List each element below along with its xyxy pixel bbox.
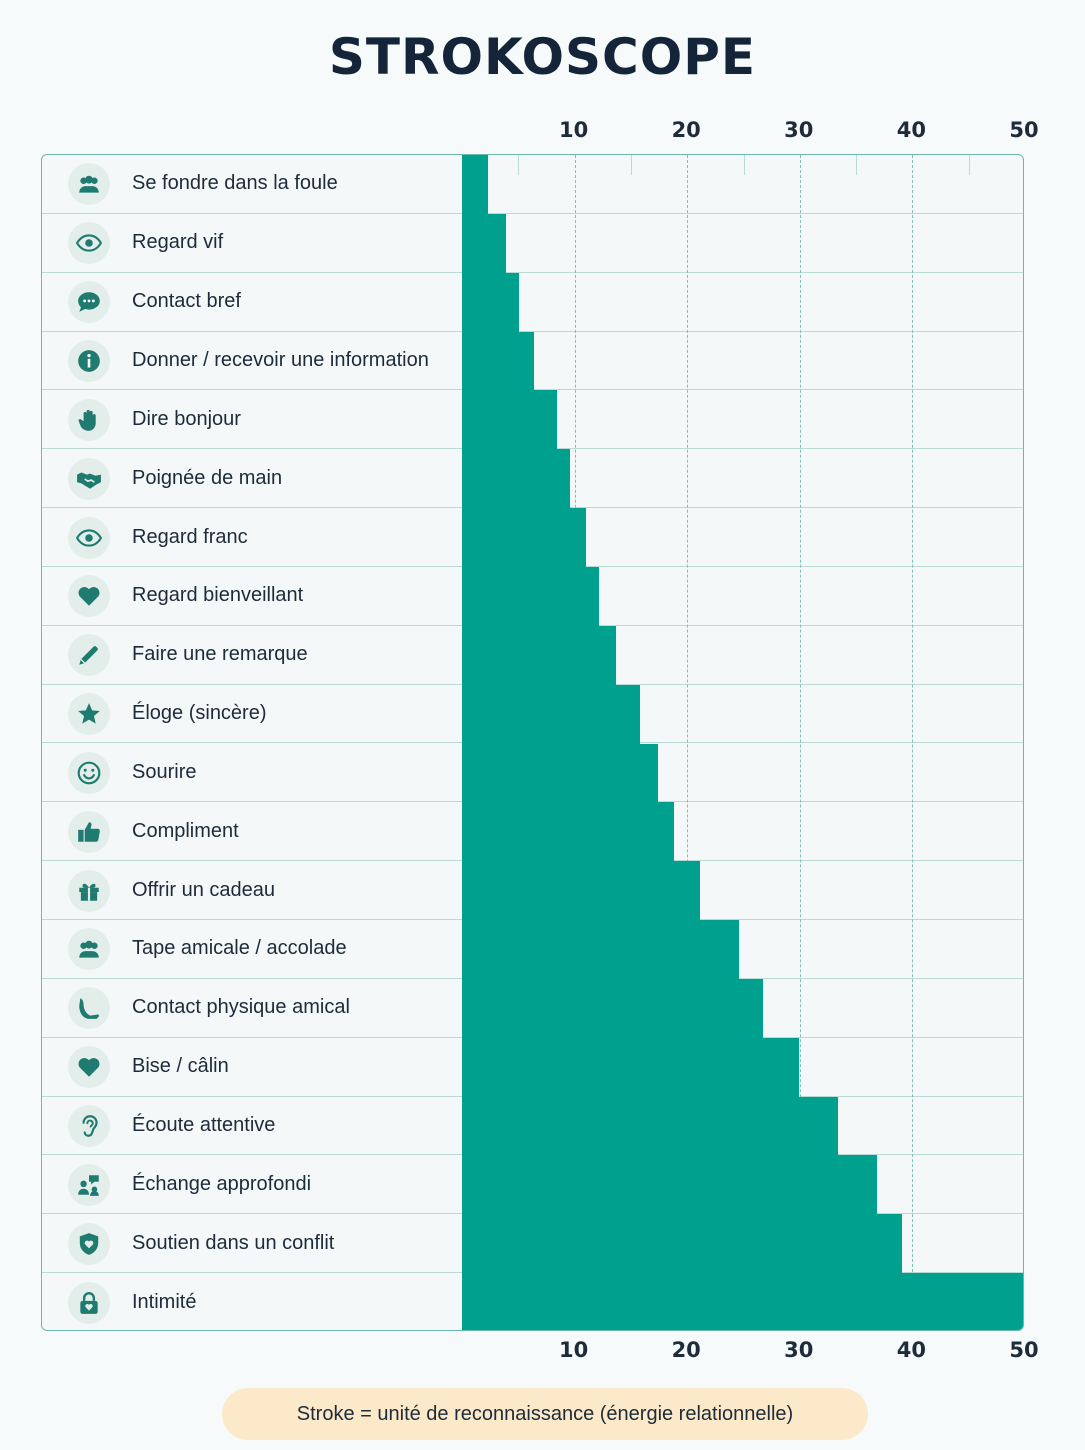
- bar: [462, 625, 617, 686]
- category-label: Poignée de main: [132, 466, 283, 489]
- pencil-icon: [68, 634, 110, 677]
- bar: [462, 743, 658, 803]
- category-label: Échange approfondi: [132, 1172, 312, 1195]
- bar: [462, 1273, 1023, 1330]
- chart-frame: Se fondre dans la foule Regard vif Contact…: [41, 154, 1024, 1331]
- category-label: Soutien dans un conflit: [132, 1231, 335, 1254]
- grid-line: [687, 155, 689, 1330]
- x-tick-label: 10: [558, 118, 589, 142]
- minor-tick: [856, 155, 858, 175]
- bar: [462, 331, 535, 391]
- x-tick-label: 20: [671, 1338, 701, 1362]
- smile-icon: [68, 751, 110, 794]
- bar: [462, 155, 488, 215]
- bar: [462, 861, 700, 921]
- category-label: Sourire: [132, 760, 197, 783]
- bar: [462, 920, 739, 980]
- category-label: Compliment: [132, 819, 239, 842]
- table-row: Se fondre dans la foule: [42, 155, 1023, 214]
- bar: [462, 566, 600, 627]
- bar: [462, 508, 586, 568]
- minor-tick: [743, 155, 745, 175]
- heart-icon: [68, 1046, 110, 1089]
- category-label: Éloge (sincère): [132, 702, 267, 725]
- table-row: Intimité: [42, 1273, 1023, 1330]
- x-tick-label: 40: [896, 118, 927, 142]
- legend-note: Stroke = unité de reconnaissance (énergi…: [222, 1388, 868, 1440]
- group-icon: [68, 163, 110, 206]
- bar: [462, 978, 763, 1039]
- bar: [462, 1155, 878, 1215]
- page-title: STROKOSCOPE: [328, 28, 757, 86]
- category-label: Faire une remarque: [132, 643, 308, 666]
- handshake-icon: [68, 457, 110, 500]
- category-label: Regard vif: [132, 231, 224, 254]
- table-row: Contact bref: [42, 273, 1023, 332]
- category-label: Intimité: [132, 1290, 197, 1313]
- minor-tick: [518, 155, 520, 175]
- thumbs-up-icon: [68, 810, 110, 853]
- conversation-icon: [68, 1163, 110, 1206]
- star-icon: [68, 693, 110, 736]
- eye-icon: [68, 222, 110, 265]
- table-row: Regard vif: [42, 214, 1023, 273]
- bar: [462, 390, 557, 450]
- category-label: Se fondre dans la foule: [132, 172, 338, 195]
- x-tick-label: 20: [671, 118, 701, 142]
- info-icon: [68, 339, 110, 382]
- category-label: Tape amicale / accolade: [132, 937, 347, 960]
- lock-heart-icon: [68, 1281, 110, 1324]
- x-tick-label: 30: [784, 118, 814, 142]
- gift-icon: [68, 869, 110, 912]
- ear-icon: [68, 1105, 110, 1148]
- hand-wave-icon: [68, 398, 110, 441]
- bar: [462, 1214, 903, 1274]
- grid-line: [912, 155, 914, 1330]
- x-tick-label: 40: [896, 1338, 927, 1362]
- chat-bubble-icon: [68, 281, 110, 324]
- bar: [462, 272, 520, 333]
- x-tick-label: 50: [1009, 118, 1039, 142]
- bar: [462, 1096, 839, 1156]
- category-label: Regard bienveillant: [132, 584, 304, 607]
- grid-line: [799, 155, 801, 1330]
- eye-icon: [68, 516, 110, 559]
- bar: [462, 1037, 799, 1098]
- minor-tick: [630, 155, 632, 175]
- category-label: Dire bonjour: [132, 407, 241, 430]
- group-icon: [68, 928, 110, 971]
- x-tick-label: 10: [558, 1338, 589, 1362]
- plot-area: [462, 155, 1023, 1330]
- category-label: Regard franc: [132, 525, 248, 548]
- bar: [462, 802, 674, 862]
- bar: [462, 684, 640, 744]
- category-label: Contact physique amical: [132, 996, 350, 1019]
- x-axis-top: 10 20 30 40 50: [0, 118, 1085, 148]
- category-label: Contact bref: [132, 290, 241, 313]
- shield-heart-icon: [68, 1222, 110, 1265]
- bar: [462, 213, 506, 274]
- category-label: Donner / recevoir une information: [132, 348, 429, 371]
- category-label: Écoute attentive: [132, 1114, 276, 1137]
- table-row: Contact physique amical: [42, 979, 1023, 1038]
- x-tick-label: 30: [784, 1338, 814, 1362]
- minor-tick: [968, 155, 970, 175]
- x-tick-label: 50: [1009, 1338, 1039, 1362]
- category-label: Offrir un cadeau: [132, 878, 276, 901]
- x-axis-bottom: 10 20 30 40 50: [0, 1338, 1085, 1368]
- category-label: Bise / câlin: [132, 1055, 229, 1078]
- arm-touch-icon: [68, 987, 110, 1030]
- bar: [462, 449, 571, 509]
- heart-icon: [68, 575, 110, 618]
